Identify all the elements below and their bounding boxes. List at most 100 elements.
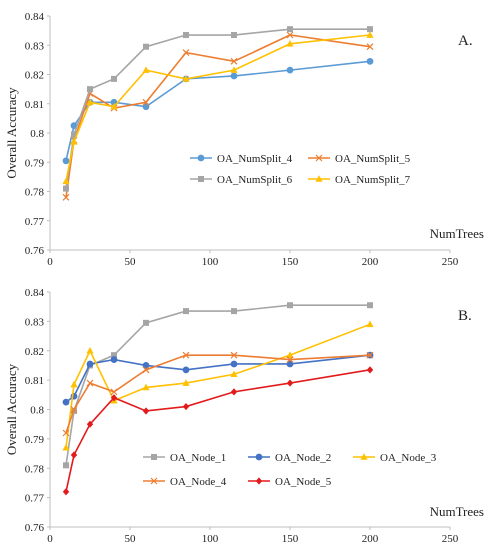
data-point bbox=[366, 57, 374, 65]
x-tick-label: 100 bbox=[202, 533, 219, 545]
legend-label: OA_NumSplit_4 bbox=[217, 153, 293, 165]
series-OA_Node_3 bbox=[62, 320, 374, 451]
x-tick-label: 150 bbox=[282, 533, 299, 545]
data-point bbox=[62, 193, 70, 201]
data-point bbox=[110, 356, 118, 363]
y-tick-label: 0.82 bbox=[25, 346, 44, 358]
data-point bbox=[86, 346, 94, 354]
data-point bbox=[230, 57, 238, 65]
legend-label: OA_Node_4 bbox=[170, 476, 227, 488]
data-point bbox=[142, 103, 150, 111]
x-tick-label: 50 bbox=[125, 533, 137, 545]
y-tick-label: 0.79 bbox=[25, 157, 45, 169]
data-point bbox=[62, 443, 70, 451]
legend-label: OA_Node_3 bbox=[380, 452, 437, 464]
y-tick-label: 0.84 bbox=[25, 287, 45, 299]
data-point bbox=[286, 31, 294, 39]
y-tick-label: 0.77 bbox=[25, 216, 45, 228]
data-point bbox=[143, 319, 149, 326]
data-point bbox=[230, 72, 238, 80]
legend-swatch-marker bbox=[197, 154, 205, 162]
data-point bbox=[182, 366, 190, 374]
data-point bbox=[62, 429, 70, 437]
series-OA_NumSplit_6 bbox=[63, 26, 373, 192]
data-point bbox=[286, 39, 294, 47]
y-tick-label: 0.76 bbox=[25, 245, 45, 257]
data-point bbox=[366, 320, 374, 328]
data-point bbox=[110, 102, 118, 110]
y-tick-label: 0.78 bbox=[25, 187, 45, 199]
data-point bbox=[62, 157, 70, 165]
data-point bbox=[182, 49, 190, 56]
x-tick-label: 0 bbox=[47, 256, 53, 268]
data-point bbox=[366, 43, 374, 51]
legend-swatch-marker bbox=[150, 477, 158, 485]
series-OA_Node_5 bbox=[62, 366, 374, 496]
series-line bbox=[65, 323, 371, 448]
legend-label: OA_Node_1 bbox=[170, 452, 226, 464]
data-point bbox=[70, 451, 78, 459]
data-point bbox=[182, 402, 190, 411]
legend-swatch-marker bbox=[255, 477, 263, 485]
legend-swatch-marker bbox=[198, 176, 204, 182]
x-tick-label: 50 bbox=[125, 256, 137, 268]
data-point bbox=[62, 177, 70, 185]
legend-swatch-marker bbox=[360, 453, 368, 460]
series-OA_NumSplit_7 bbox=[62, 31, 374, 185]
data-point bbox=[143, 43, 149, 50]
series-line bbox=[65, 304, 370, 466]
data-point bbox=[230, 370, 238, 378]
legend: OA_NumSplit_4 OA_NumSplit_5 OA_NumSplit_6 O… bbox=[190, 153, 411, 186]
data-point bbox=[62, 488, 70, 496]
data-point bbox=[182, 379, 190, 386]
data-point bbox=[286, 351, 294, 358]
legend-item: OA_NumSplit_7 bbox=[308, 174, 411, 186]
data-point bbox=[286, 66, 294, 74]
data-point bbox=[86, 360, 94, 368]
data-point bbox=[87, 86, 93, 93]
y-tick-label: 0.81 bbox=[25, 375, 44, 387]
data-point bbox=[142, 366, 150, 374]
legend-item: OA_NumSplit_4 bbox=[190, 153, 293, 165]
data-point bbox=[286, 379, 294, 387]
x-tick-label: 100 bbox=[202, 256, 219, 268]
data-point bbox=[230, 388, 238, 396]
y-tick-label: 0.8 bbox=[30, 405, 44, 417]
data-point bbox=[142, 407, 150, 415]
data-point bbox=[110, 394, 118, 402]
data-point bbox=[142, 362, 150, 369]
legend-item: OA_Node_2 bbox=[248, 452, 331, 464]
data-point bbox=[71, 131, 77, 138]
x-axis-title: NumTrees bbox=[430, 226, 484, 241]
data-point bbox=[111, 75, 117, 82]
chart-panel-2: 0.76 0.77 0.78 0.79 0.8 0.81 0.82 0.83 0.84 0 50 10… bbox=[4, 287, 484, 545]
data-point bbox=[367, 26, 373, 33]
data-point bbox=[63, 185, 69, 192]
data-point bbox=[63, 462, 69, 469]
y-tick-label: 0.79 bbox=[25, 434, 45, 446]
data-point bbox=[231, 308, 237, 315]
legend-label: OA_NumSplit_6 bbox=[217, 174, 293, 186]
data-point bbox=[367, 302, 373, 309]
legend-item: OA_Node_1 bbox=[143, 452, 226, 464]
legend-label: OA_NumSplit_5 bbox=[335, 153, 411, 165]
data-point bbox=[286, 360, 294, 368]
data-point bbox=[366, 366, 374, 374]
y-tick-label: 0.83 bbox=[25, 40, 45, 52]
data-point bbox=[287, 26, 293, 33]
data-point bbox=[142, 66, 150, 73]
legend: OA_Node_1 OA_Node_2 OA_Node_3 OA_Node_4 OA_N… bbox=[143, 452, 437, 488]
y-tick-label: 0.83 bbox=[25, 316, 45, 328]
y-axis-title: Overall Accuracy bbox=[4, 363, 19, 455]
series-OA_Node_2 bbox=[62, 351, 374, 406]
data-point bbox=[230, 360, 238, 368]
series-line bbox=[65, 34, 371, 198]
chart-panel-1: 0.76 0.77 0.78 0.79 0.8 0.81 0.82 0.83 0.84 0 50 10… bbox=[4, 11, 484, 268]
x-tick-label: 0 bbox=[47, 533, 53, 545]
data-point bbox=[111, 352, 117, 359]
data-point bbox=[286, 356, 294, 363]
y-tick-label: 0.8 bbox=[30, 128, 44, 140]
data-point bbox=[231, 32, 237, 39]
panel-label: A. bbox=[458, 33, 473, 49]
